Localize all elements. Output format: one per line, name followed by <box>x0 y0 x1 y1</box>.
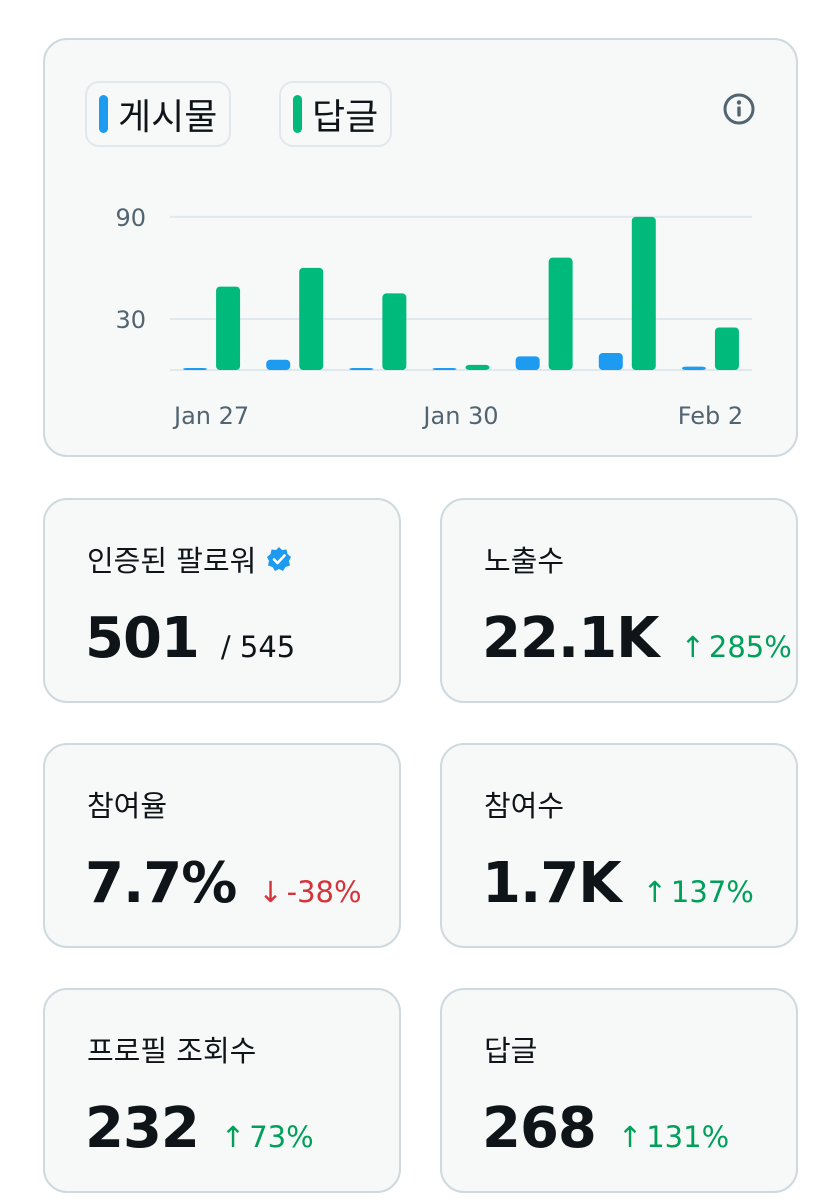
stat-change-value: 285% <box>708 630 792 664</box>
stat-change-engagements: ↑ 137% <box>643 875 754 909</box>
stat-change-value: -38% <box>286 875 362 909</box>
stat-change-replies: ↑ 131% <box>618 1120 729 1154</box>
legend-posts-toggle[interactable]: 게시물 <box>85 81 232 147</box>
x-tick-label: Jan 30 <box>421 402 498 430</box>
posts-bar <box>515 356 540 370</box>
stat-value-engagements: 1.7K <box>482 851 622 916</box>
replies-bar <box>382 293 407 370</box>
x-tick-label: Jan 27 <box>172 402 249 430</box>
stat-label-replies: 답글 <box>484 1034 538 1068</box>
stat-change-profile-visits: ↑ 73% <box>221 1120 314 1154</box>
stat-change-impressions: ↑ 285% <box>681 630 792 664</box>
y-tick-label: 90 <box>115 204 146 232</box>
verified-badge-icon <box>267 547 292 571</box>
stat-value-profile-visits: 232 <box>85 1096 200 1161</box>
stat-value-engagement-rate: 7.7% <box>85 851 237 916</box>
chart-card: 게시물 답글 90 30 Jan 27 Jan 30 Feb 2 <box>43 38 798 457</box>
replies-bar <box>631 216 656 370</box>
stat-value-verified-followers: 501 <box>85 606 200 671</box>
stat-label-profile-visits: 프로필 조회수 <box>87 1034 257 1068</box>
posts-bar <box>432 368 457 370</box>
stat-value-impressions: 22.1K <box>482 606 660 671</box>
replies-bar <box>465 364 490 370</box>
stat-card-profile-visits[interactable]: 프로필 조회수 232 ↑ 73% <box>43 988 401 1193</box>
stat-change-value: 73% <box>249 1120 314 1154</box>
info-icon[interactable] <box>722 92 756 126</box>
stat-value-replies: 268 <box>482 1096 597 1161</box>
posts-bar <box>349 368 374 370</box>
legend-replies-toggle[interactable]: 답글 <box>279 81 393 147</box>
stat-sub-total-followers: / 545 <box>220 630 296 664</box>
stat-change-engagement-rate: ↓ -38% <box>258 875 361 909</box>
replies-bar <box>548 257 573 370</box>
posts-bar <box>266 359 291 370</box>
replies-bar <box>216 286 241 370</box>
legend-posts-swatch <box>99 95 108 133</box>
posts-bar <box>183 368 208 370</box>
stat-card-engagements[interactable]: 참여수 1.7K ↑ 137% <box>440 743 798 948</box>
replies-bar <box>299 267 324 370</box>
stat-label-engagement-rate: 참여율 <box>87 789 168 823</box>
stat-label-impressions: 노출수 <box>484 544 565 578</box>
posts-bar <box>681 366 706 370</box>
legend-posts-label: 게시물 <box>118 97 218 138</box>
arrow-down-icon: ↓ <box>258 875 283 909</box>
stat-card-verified-followers[interactable]: 인증된 팔로워 501 / 545 <box>43 498 401 703</box>
stat-card-engagement-rate[interactable]: 참여율 7.7% ↓ -38% <box>43 743 401 948</box>
stat-change-value: 131% <box>646 1120 730 1154</box>
arrow-up-icon: ↑ <box>220 1120 246 1154</box>
stat-card-impressions[interactable]: 노출수 22.1K ↑ 285% <box>440 498 798 703</box>
legend-replies-label: 답글 <box>312 97 379 138</box>
arrow-up-icon: ↑ <box>642 875 667 909</box>
legend-replies-swatch <box>293 95 302 133</box>
posts-bar <box>598 352 623 370</box>
x-tick-label: Feb 2 <box>678 402 743 430</box>
stat-label-engagements: 참여수 <box>484 789 565 823</box>
arrow-up-icon: ↑ <box>680 630 705 664</box>
stat-card-replies[interactable]: 답글 268 ↑ 131% <box>440 988 798 1193</box>
stat-label-verified-followers: 인증된 팔로워 <box>87 544 257 578</box>
arrow-up-icon: ↑ <box>617 1120 643 1154</box>
bar-chart: 90 30 Jan 27 Jan 30 Feb 2 <box>115 204 752 430</box>
replies-bar <box>714 327 739 370</box>
stat-change-value: 137% <box>670 875 754 909</box>
y-tick-label: 30 <box>115 306 146 334</box>
